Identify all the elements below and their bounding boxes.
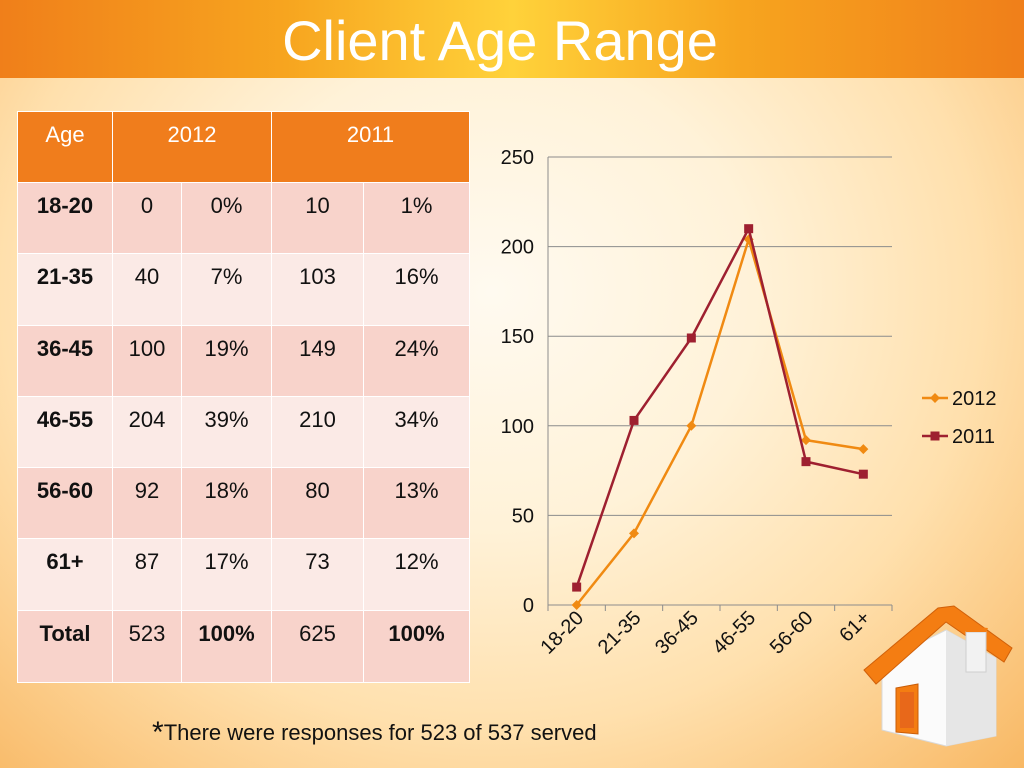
house-icon <box>863 605 1013 747</box>
pct-2012-cell: 17% <box>180 538 273 611</box>
table-total-row: Total 523 100% 625 100% <box>17 609 471 684</box>
count-2012-cell: 87 <box>112 538 182 611</box>
count-2012-cell: 523 <box>112 609 182 684</box>
legend-marker-2012 <box>930 393 940 403</box>
count-2012-cell: 204 <box>112 395 182 469</box>
x-tick-label: 21-35 <box>594 607 646 659</box>
legend-label: 2012 <box>952 388 997 410</box>
pct-2011-cell: 100% <box>363 609 471 684</box>
data-point-2012 <box>629 528 639 539</box>
x-tick-label: 56-60 <box>766 607 818 659</box>
series-line-2012 <box>575 235 864 606</box>
x-tick-label: 46-55 <box>708 607 760 659</box>
x-tick-label: 36-45 <box>651 607 703 659</box>
y-tick-label: 150 <box>501 326 534 348</box>
age-cell: 21-35 <box>17 253 113 326</box>
count-2011-cell: 210 <box>271 395 365 469</box>
legend-marker-2011 <box>930 431 940 441</box>
title-bar <box>0 0 1024 78</box>
pct-2012-cell: 18% <box>180 467 273 540</box>
pct-2011-cell: 24% <box>363 324 471 397</box>
header-age: Age <box>17 110 113 184</box>
pct-2011-cell: 16% <box>363 253 471 326</box>
pct-2012-cell: 100% <box>180 609 273 684</box>
count-2012-cell: 0 <box>112 182 182 255</box>
header-2011: 2011 <box>271 110 471 184</box>
age-cell: Total <box>17 609 113 684</box>
y-tick-label: 250 <box>501 147 534 169</box>
data-point-2012 <box>858 444 869 455</box>
data-point-2011 <box>801 457 811 467</box>
y-tick-label: 100 <box>501 416 534 438</box>
count-2012-cell: 100 <box>112 324 182 397</box>
count-2011-cell: 80 <box>271 467 365 540</box>
table-row: 56-60 92 18% 80 13% <box>17 467 471 540</box>
y-tick-label: 0 <box>523 595 534 617</box>
footnote: *There were responses for 523 of 537 ser… <box>152 716 597 750</box>
count-2011-cell: 625 <box>271 609 365 684</box>
age-cell: 46-55 <box>17 395 113 469</box>
age-table: Age 2012 2011 18-20 0 0% 10 1% 21-35 40 … <box>17 110 471 684</box>
table-row: 61+ 87 17% 73 12% <box>17 538 471 611</box>
data-point-2011 <box>686 333 696 343</box>
pct-2011-cell: 34% <box>363 395 471 469</box>
count-2011-cell: 103 <box>271 253 365 326</box>
pct-2011-cell: 1% <box>363 182 471 255</box>
x-tick-label: 18-20 <box>536 607 588 659</box>
table-row: 18-20 0 0% 10 1% <box>17 182 471 255</box>
data-point-2011 <box>744 224 754 234</box>
page-title: Client Age Range <box>282 9 718 72</box>
data-point-2011 <box>629 415 639 425</box>
y-tick-label: 50 <box>512 505 534 527</box>
age-cell: 36-45 <box>17 324 113 397</box>
data-point-2012 <box>571 600 582 610</box>
y-tick-label: 200 <box>501 237 534 259</box>
legend-label: 2011 <box>952 426 995 448</box>
pct-2011-cell: 13% <box>363 467 471 540</box>
table-header-row: Age 2012 2011 <box>17 110 471 184</box>
count-2011-cell: 149 <box>271 324 365 397</box>
pct-2012-cell: 19% <box>180 324 273 397</box>
count-2012-cell: 92 <box>112 467 182 540</box>
pct-2011-cell: 12% <box>363 538 471 611</box>
pct-2012-cell: 39% <box>180 395 273 469</box>
age-cell: 18-20 <box>17 182 113 255</box>
line-chart: 0 50 100 150 200 250 18-20 21-35 36-45 46-55 56-60… <box>501 147 997 659</box>
series-line-2011 <box>575 225 864 588</box>
table-row: 21-35 40 7% 103 16% <box>17 253 471 326</box>
count-2012-cell: 40 <box>112 253 182 326</box>
header-2012: 2012 <box>111 110 273 184</box>
footnote-text: There were responses for 523 of 537 serv… <box>163 720 597 745</box>
data-point-2012 <box>801 435 811 446</box>
pct-2012-cell: 0% <box>180 182 273 255</box>
data-point-2011 <box>572 582 582 592</box>
age-cell: 56-60 <box>17 467 113 540</box>
data-point-2011 <box>858 469 868 479</box>
table-row: 36-45 100 19% 149 24% <box>17 324 471 397</box>
table-row: 46-55 204 39% 210 34% <box>17 395 471 469</box>
age-cell: 61+ <box>17 538 113 611</box>
count-2011-cell: 10 <box>271 182 365 255</box>
data-point-2012 <box>686 420 697 431</box>
footnote-star: * <box>152 716 164 749</box>
count-2011-cell: 73 <box>271 538 365 611</box>
pct-2012-cell: 7% <box>180 253 273 326</box>
